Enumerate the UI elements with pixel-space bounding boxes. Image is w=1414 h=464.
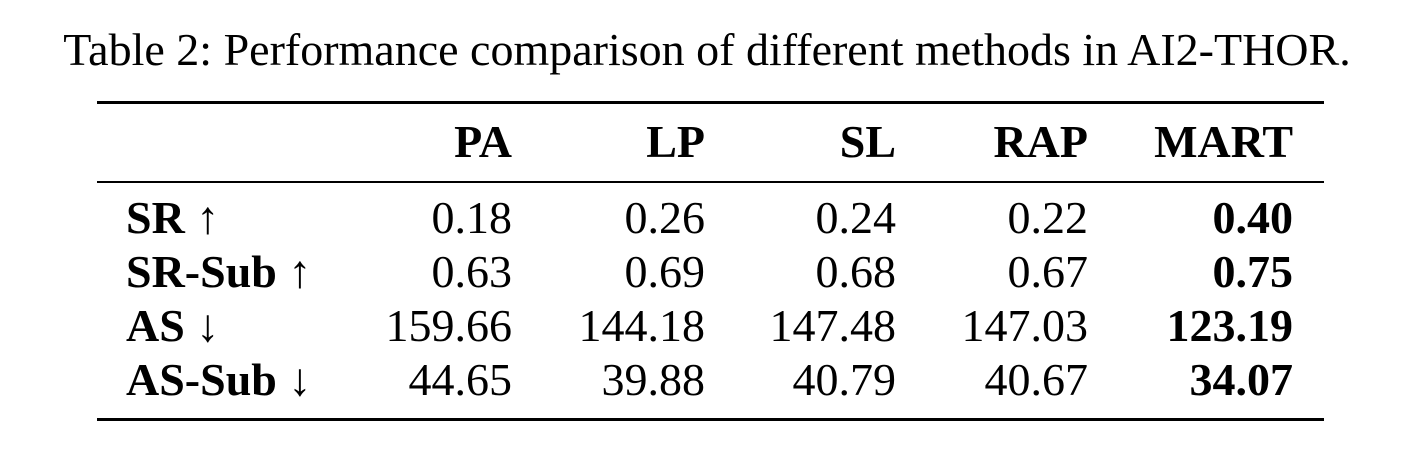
cell-sr-sub-sl: 0.68 xyxy=(815,246,897,297)
table-top-rule xyxy=(97,101,1324,104)
cell-sr-lp: 0.26 xyxy=(624,192,706,243)
header-rap: RAP xyxy=(993,116,1088,167)
cell-as-rap: 147.03 xyxy=(961,300,1089,351)
cell-as-sub-sl: 40.79 xyxy=(792,354,897,405)
header-sl: SL xyxy=(839,116,896,167)
row-label-as: AS ↓ xyxy=(126,300,220,351)
row-label-sr-sub: SR-Sub ↑ xyxy=(126,246,312,297)
cell-sr-sub-pa: 0.63 xyxy=(431,246,513,297)
table-header-rule xyxy=(97,181,1324,183)
table-bottom-rule xyxy=(97,418,1324,421)
row-label-as-sub: AS-Sub ↓ xyxy=(126,354,312,405)
row-label-sr: SR ↑ xyxy=(126,192,220,243)
cell-sr-sub-lp: 0.69 xyxy=(624,246,706,297)
cell-as-sub-lp: 39.88 xyxy=(601,354,706,405)
cell-sr-sub-mart: 0.75 xyxy=(1212,246,1294,297)
cell-sr-pa: 0.18 xyxy=(431,192,513,243)
cell-sr-sub-rap: 0.67 xyxy=(1007,246,1089,297)
cell-as-mart: 123.19 xyxy=(1166,300,1294,351)
cell-as-sub-rap: 40.67 xyxy=(984,354,1089,405)
header-pa: PA xyxy=(454,116,512,167)
cell-sr-rap: 0.22 xyxy=(1007,192,1089,243)
cell-as-sub-mart: 34.07 xyxy=(1189,354,1294,405)
header-lp: LP xyxy=(646,116,705,167)
cell-as-lp: 144.18 xyxy=(578,300,706,351)
cell-as-sub-pa: 44.65 xyxy=(408,354,513,405)
cell-as-sl: 147.48 xyxy=(769,300,897,351)
cell-sr-sl: 0.24 xyxy=(815,192,897,243)
cell-as-pa: 159.66 xyxy=(385,300,513,351)
cell-sr-mart: 0.40 xyxy=(1212,192,1294,243)
header-mart: MART xyxy=(1154,116,1293,167)
table-caption: Table 2: Performance comparison of diffe… xyxy=(63,24,1351,75)
